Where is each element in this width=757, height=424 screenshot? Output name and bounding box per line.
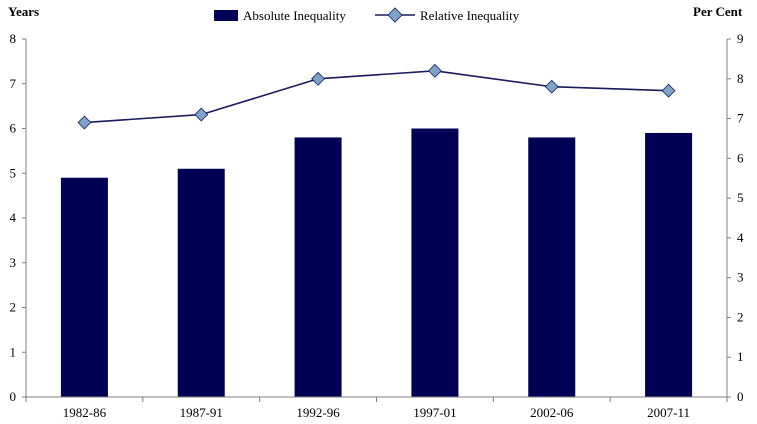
bar-1997-01	[411, 128, 459, 397]
line-point-1992-96	[311, 71, 326, 86]
left-tick-label: 7	[10, 76, 17, 91]
left-tick-label: 1	[10, 344, 17, 359]
plot-area: 0 1 2 3 4 5 6 7 8 0 1 2 3 4 5 6 7 8 9 1982-86 1987-91 1992-96…	[10, 31, 745, 420]
right-tick-label: 9	[737, 31, 744, 46]
right-tick-label: 1	[737, 349, 744, 364]
legend-label-relative-inequality: Relative Inequality	[420, 8, 520, 23]
bar-2007-11	[645, 132, 693, 397]
line-point-1982-86	[77, 115, 92, 130]
bar-1982-86	[60, 177, 108, 397]
x-tick-label-2007-11: 2007-11	[647, 405, 690, 420]
left-tick-label: 8	[10, 31, 17, 46]
legend-label-absolute-inequality: Absolute Inequality	[243, 8, 346, 23]
line-point-2002-06	[544, 79, 559, 94]
right-tick-label: 7	[737, 111, 744, 126]
left-tick-label: 2	[10, 300, 17, 315]
x-tick-label-1992-96: 1992-96	[296, 405, 340, 420]
bar-1987-91	[177, 168, 225, 397]
left-tick-label: 4	[10, 210, 17, 225]
relative-inequality-line	[84, 70, 669, 124]
left-tick-label: 3	[10, 255, 17, 270]
bar-1992-96	[294, 137, 342, 397]
legend: Absolute Inequality Relative Inequality	[214, 7, 520, 23]
legend-swatch-absolute-inequality	[214, 10, 238, 21]
bar-2002-06	[528, 137, 576, 397]
left-tick-label: 5	[10, 165, 17, 180]
x-tick-label-1997-01: 1997-01	[413, 405, 456, 420]
right-tick-label: 0	[737, 389, 744, 404]
right-tick-label: 6	[737, 150, 744, 165]
line-point-2007-11	[661, 83, 676, 98]
right-axis-title: Per Cent	[693, 4, 743, 19]
right-tick-label: 2	[737, 309, 744, 324]
x-tick-label-2002-06: 2002-06	[530, 405, 574, 420]
right-tick-label: 5	[737, 190, 744, 205]
x-tick-label-1987-91: 1987-91	[180, 405, 223, 420]
left-axis-title: Years	[8, 4, 39, 19]
left-tick-label: 6	[10, 121, 17, 136]
line-point-1987-91	[194, 107, 209, 122]
line-point-1997-01	[427, 63, 442, 78]
left-tick-label: 0	[10, 389, 17, 404]
x-tick-label-1982-86: 1982-86	[63, 405, 107, 420]
right-tick-label: 8	[737, 71, 744, 86]
right-tick-label: 4	[737, 230, 744, 245]
legend-marker-relative-inequality	[387, 7, 403, 23]
right-tick-label: 3	[737, 270, 744, 285]
